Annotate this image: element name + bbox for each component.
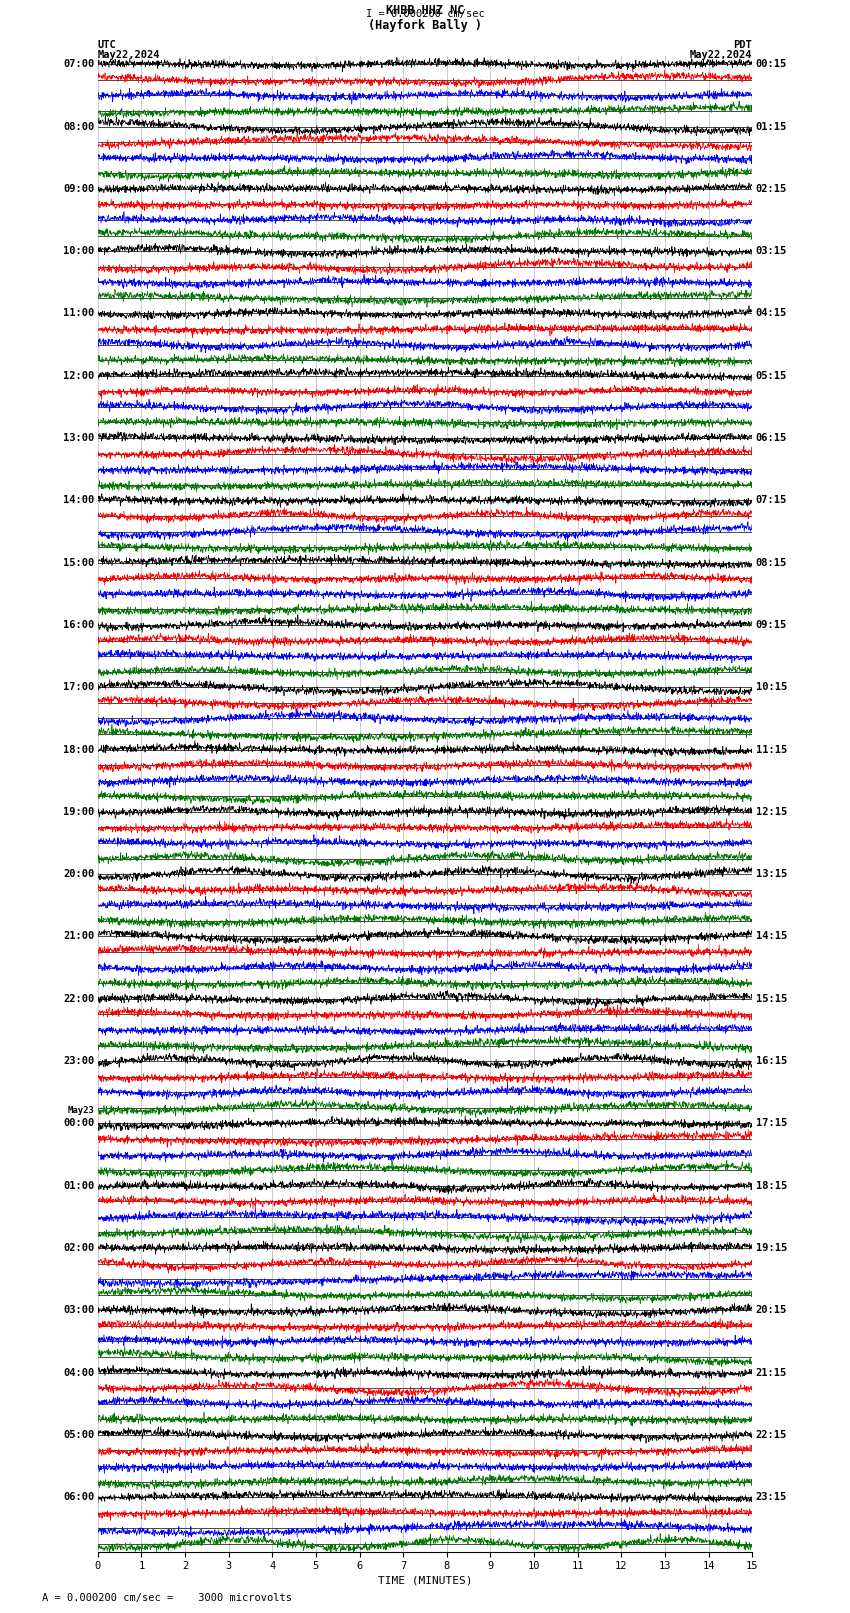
Text: 16:15: 16:15 (756, 1057, 787, 1066)
Text: 14:15: 14:15 (756, 931, 787, 942)
Text: 02:00: 02:00 (63, 1244, 94, 1253)
Text: 10:15: 10:15 (756, 682, 787, 692)
Text: 22:00: 22:00 (63, 994, 94, 1003)
Text: 09:00: 09:00 (63, 184, 94, 194)
Title: KHBB HHZ NC
(Hayfork Bally ): KHBB HHZ NC (Hayfork Bally ) (368, 3, 482, 32)
Text: I = 0.000200 cm/sec: I = 0.000200 cm/sec (366, 10, 484, 19)
Text: 08:00: 08:00 (63, 121, 94, 132)
Text: May23: May23 (68, 1107, 94, 1115)
X-axis label: TIME (MINUTES): TIME (MINUTES) (377, 1576, 473, 1586)
Text: 04:15: 04:15 (756, 308, 787, 318)
Text: 05:00: 05:00 (63, 1429, 94, 1440)
Text: 11:15: 11:15 (756, 745, 787, 755)
Text: 05:15: 05:15 (756, 371, 787, 381)
Text: 04:00: 04:00 (63, 1368, 94, 1378)
Text: 13:00: 13:00 (63, 432, 94, 444)
Text: 06:15: 06:15 (756, 432, 787, 444)
Text: 23:15: 23:15 (756, 1492, 787, 1502)
Text: 03:00: 03:00 (63, 1305, 94, 1315)
Text: 01:00: 01:00 (63, 1181, 94, 1190)
Text: PDT: PDT (734, 40, 752, 50)
Text: 19:15: 19:15 (756, 1244, 787, 1253)
Text: 15:15: 15:15 (756, 994, 787, 1003)
Text: 11:00: 11:00 (63, 308, 94, 318)
Text: 09:15: 09:15 (756, 619, 787, 631)
Text: 22:15: 22:15 (756, 1429, 787, 1440)
Text: 12:00: 12:00 (63, 371, 94, 381)
Text: 20:00: 20:00 (63, 869, 94, 879)
Text: A = 0.000200 cm/sec =    3000 microvolts: A = 0.000200 cm/sec = 3000 microvolts (42, 1594, 292, 1603)
Text: 08:15: 08:15 (756, 558, 787, 568)
Text: 17:15: 17:15 (756, 1118, 787, 1129)
Text: 01:15: 01:15 (756, 121, 787, 132)
Text: 12:15: 12:15 (756, 806, 787, 816)
Text: UTC: UTC (98, 40, 116, 50)
Text: May22,2024: May22,2024 (98, 50, 161, 60)
Text: 06:00: 06:00 (63, 1492, 94, 1502)
Text: 10:00: 10:00 (63, 247, 94, 256)
Text: 21:00: 21:00 (63, 931, 94, 942)
Text: 02:15: 02:15 (756, 184, 787, 194)
Text: 17:00: 17:00 (63, 682, 94, 692)
Text: 18:15: 18:15 (756, 1181, 787, 1190)
Text: 14:00: 14:00 (63, 495, 94, 505)
Text: 00:15: 00:15 (756, 60, 787, 69)
Text: 03:15: 03:15 (756, 247, 787, 256)
Text: 18:00: 18:00 (63, 745, 94, 755)
Text: 16:00: 16:00 (63, 619, 94, 631)
Text: 20:15: 20:15 (756, 1305, 787, 1315)
Text: 19:00: 19:00 (63, 806, 94, 816)
Text: 07:00: 07:00 (63, 60, 94, 69)
Text: 15:00: 15:00 (63, 558, 94, 568)
Text: 00:00: 00:00 (63, 1118, 94, 1129)
Text: 07:15: 07:15 (756, 495, 787, 505)
Text: 13:15: 13:15 (756, 869, 787, 879)
Text: 21:15: 21:15 (756, 1368, 787, 1378)
Text: May22,2024: May22,2024 (689, 50, 752, 60)
Text: 23:00: 23:00 (63, 1057, 94, 1066)
